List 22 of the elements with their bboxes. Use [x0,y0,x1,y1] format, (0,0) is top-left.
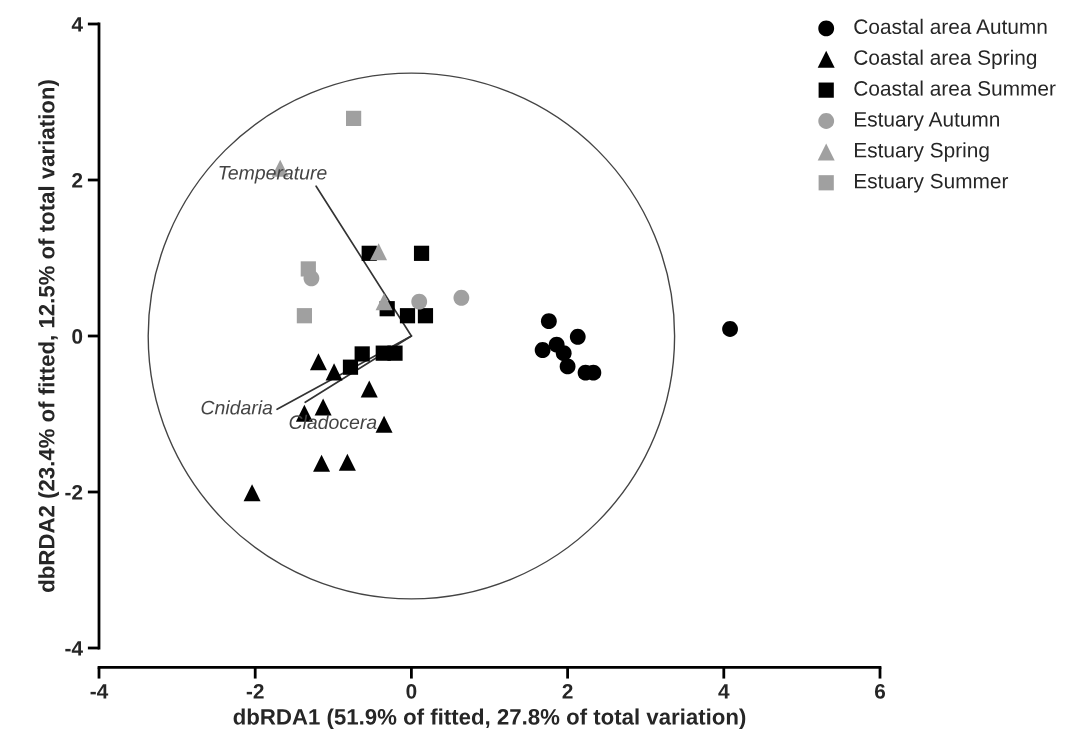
y-tick-label: 4 [71,17,83,32]
x-tick-label: 4 [718,684,730,699]
x-tick-label: -2 [246,683,264,699]
series-label: Temperature [219,166,327,184]
legend-label: Coastal area Summer [854,80,1056,96]
y-axis-title: dbRDA2 (23.4% of fitted, 12.5% of total variation) [38,80,59,592]
legend-label: Estuary Autumn [855,112,1000,131]
legend-label: Coastal area Autumn [854,18,1047,35]
x-axis-title: dbRDA1 (51.9% of fitted, 27.8% of total variation) [233,708,746,730]
legend-label: Coastal area Spring [854,49,1037,70]
x-tick-label: 6 [874,683,886,699]
x-tick-label: 0 [406,683,417,699]
x-tick-label: -4 [90,684,109,699]
y-tick-label: -4 [65,641,83,656]
series-label: Cnidaria [201,400,273,415]
y-tick-label: 2 [72,173,83,188]
legend-label: Estuary Spring [855,142,989,162]
y-tick-label: -2 [65,485,83,500]
legend-label: Estuary Summer [855,173,1009,193]
x-tick-label: 2 [562,683,573,699]
series-label: Cladocera [289,414,377,430]
y-tick-label: 0 [72,329,83,344]
